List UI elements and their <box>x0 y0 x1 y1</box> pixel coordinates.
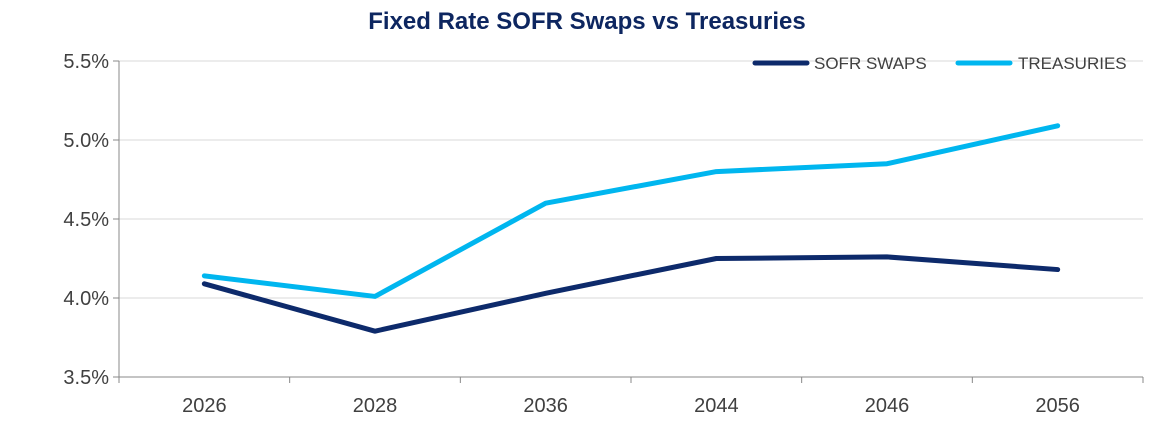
gridlines <box>119 60 1143 299</box>
y-tick-label: 3.5% <box>63 367 109 389</box>
axes <box>113 60 1144 383</box>
x-tick-label: 2026 <box>182 395 227 417</box>
legend-label-sofr-swaps: SOFR SWAPS <box>814 54 927 73</box>
x-tick-label: 2028 <box>353 395 398 417</box>
x-tick-label: 2056 <box>1035 395 1080 417</box>
x-tick-label: 2044 <box>694 395 739 417</box>
series-lines <box>201 123 1061 334</box>
x-tick-label: 2046 <box>865 395 910 417</box>
y-tick-label: 4.5% <box>63 209 109 231</box>
x-tick-labels: 2026 2028 2036 2044 2046 2056 <box>182 395 1080 417</box>
y-tick-label: 5.0% <box>63 130 109 152</box>
series-line-sofr-swaps <box>201 254 1061 334</box>
legend-label-treasuries: TREASURIES <box>1018 54 1127 73</box>
x-tick-label: 2036 <box>523 395 568 417</box>
y-tick-label: 5.5% <box>63 51 109 73</box>
y-tick-label: 4.0% <box>63 288 109 310</box>
chart-title: Fixed Rate SOFR Swaps vs Treasuries <box>368 8 806 35</box>
legend: SOFR SWAPS TREASURIES <box>752 54 1127 73</box>
y-tick-labels: 3.5% 4.0% 4.5% 5.0% 5.5% <box>63 51 109 389</box>
series-line-treasuries <box>201 123 1061 299</box>
